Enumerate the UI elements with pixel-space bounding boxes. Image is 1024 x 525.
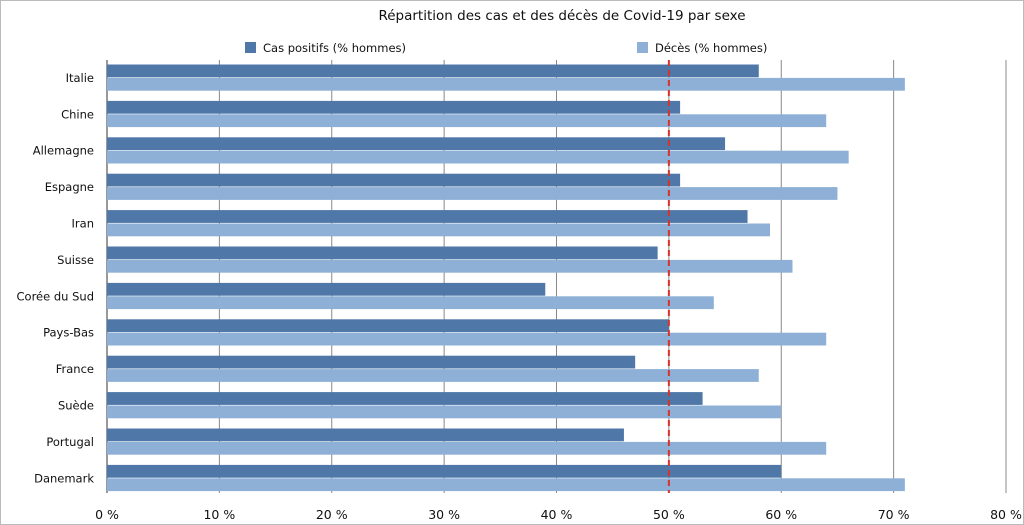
category-label: Suède bbox=[58, 399, 94, 413]
bar-cas bbox=[107, 319, 669, 333]
category-label: Pays-Bas bbox=[43, 326, 94, 340]
bar-cas bbox=[107, 64, 759, 78]
bar-cas bbox=[107, 173, 681, 187]
category-label: Allemagne bbox=[33, 144, 94, 158]
x-tick-label: 70 % bbox=[878, 507, 910, 522]
bar-cas bbox=[107, 210, 748, 223]
category-label: Iran bbox=[72, 217, 94, 231]
bar-cas bbox=[107, 100, 681, 114]
legend-label-deces: Décès (% hommes) bbox=[655, 41, 767, 55]
x-tick-label: 50 % bbox=[653, 507, 685, 522]
bar-cas bbox=[107, 464, 782, 478]
category-label: Chine bbox=[61, 107, 94, 121]
bar-deces bbox=[107, 259, 793, 273]
x-tick-label: 20 % bbox=[316, 507, 348, 522]
bar-deces bbox=[107, 150, 849, 164]
bar-cas bbox=[107, 282, 546, 296]
bar-cas bbox=[107, 137, 726, 151]
x-tick-label: 60 % bbox=[765, 507, 797, 522]
category-label: Italie bbox=[66, 71, 94, 85]
category-label: France bbox=[56, 362, 94, 376]
category-label: Suisse bbox=[57, 253, 94, 267]
legend-swatch-cas bbox=[245, 42, 256, 53]
x-tick-label: 10 % bbox=[203, 507, 235, 522]
category-labels: Italie Chine Allemagne Espagne Iran Suisse Cor… bbox=[17, 71, 95, 485]
category-label: Espagne bbox=[45, 180, 94, 194]
x-tick-label: 30 % bbox=[428, 507, 460, 522]
bar-deces bbox=[107, 223, 771, 237]
bar-cas bbox=[107, 392, 703, 405]
category-label: Corée du Sud bbox=[17, 289, 94, 303]
bar-deces bbox=[107, 441, 827, 455]
category-label: Portugal bbox=[46, 435, 94, 449]
bar-deces bbox=[107, 114, 827, 128]
bar-cas bbox=[107, 355, 636, 369]
legend-swatch-deces bbox=[637, 42, 648, 53]
x-tick-label: 40 % bbox=[541, 507, 573, 522]
bars bbox=[107, 64, 905, 492]
bar-deces bbox=[107, 369, 759, 382]
bar-deces bbox=[107, 478, 905, 492]
bar-cas bbox=[107, 246, 658, 260]
x-tick-label: 0 % bbox=[95, 507, 119, 522]
x-tick-label: 80 % bbox=[990, 507, 1022, 522]
bar-cas bbox=[107, 428, 624, 442]
bar-deces bbox=[107, 77, 905, 91]
legend-label-cas: Cas positifs (% hommes) bbox=[263, 41, 406, 55]
category-label: Danemark bbox=[34, 471, 94, 485]
bar-deces bbox=[107, 296, 714, 310]
x-tick-labels: 0 % 10 % 20 % 30 % 40 % 50 % 60 % 70 % 80 % bbox=[95, 507, 1022, 522]
bar-deces bbox=[107, 405, 782, 419]
bar-deces bbox=[107, 332, 827, 346]
chart-title: Répartition des cas et des décès de Covi… bbox=[378, 8, 745, 24]
bar-deces bbox=[107, 187, 838, 200]
legend: Cas positifs (% hommes) Décès (% hommes) bbox=[245, 41, 767, 55]
